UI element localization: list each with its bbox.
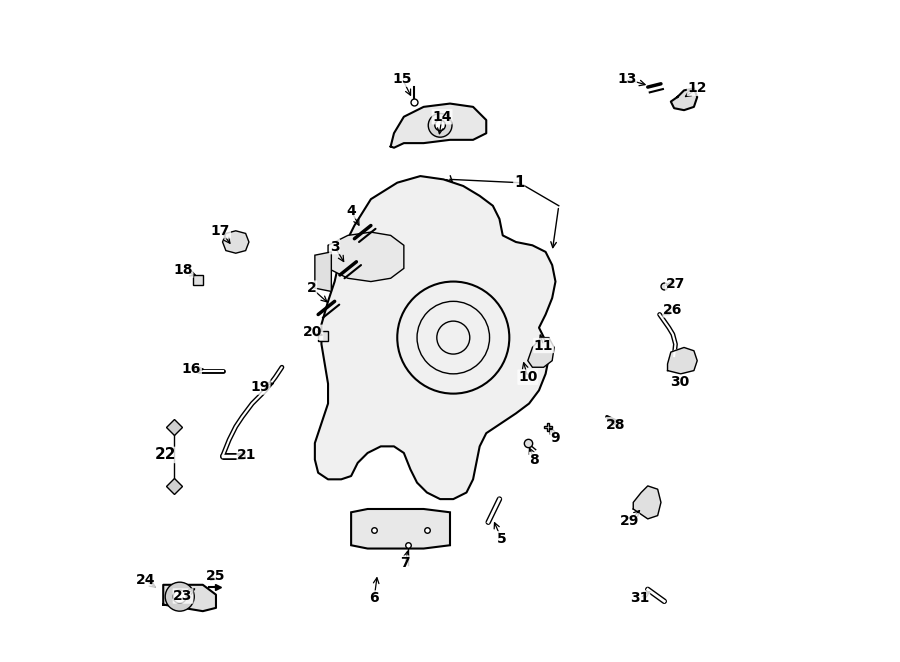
Text: 6: 6 xyxy=(369,591,379,605)
Text: 1: 1 xyxy=(514,175,525,190)
Circle shape xyxy=(166,582,194,611)
Text: 5: 5 xyxy=(497,532,507,545)
Text: 17: 17 xyxy=(211,224,230,238)
Text: 13: 13 xyxy=(617,72,636,86)
Text: 21: 21 xyxy=(238,448,256,462)
Text: 24: 24 xyxy=(136,573,155,587)
Text: 2: 2 xyxy=(307,281,317,295)
Text: 11: 11 xyxy=(534,338,554,352)
Text: 22: 22 xyxy=(155,448,176,463)
Text: 23: 23 xyxy=(174,589,193,603)
Text: 20: 20 xyxy=(303,325,322,340)
Polygon shape xyxy=(670,89,698,110)
Polygon shape xyxy=(634,486,661,519)
Text: 19: 19 xyxy=(250,380,270,394)
Text: 3: 3 xyxy=(329,240,339,254)
Polygon shape xyxy=(315,252,331,291)
Polygon shape xyxy=(163,585,216,611)
Text: 26: 26 xyxy=(663,303,682,317)
Text: 14: 14 xyxy=(432,110,452,124)
Polygon shape xyxy=(351,509,450,549)
Text: 7: 7 xyxy=(400,556,410,570)
Text: 30: 30 xyxy=(670,375,689,389)
Circle shape xyxy=(428,113,452,137)
Text: 29: 29 xyxy=(619,514,639,528)
Text: 28: 28 xyxy=(607,418,625,432)
Polygon shape xyxy=(328,232,404,281)
Text: 25: 25 xyxy=(206,569,226,583)
Text: 4: 4 xyxy=(346,204,356,218)
Circle shape xyxy=(435,120,446,130)
Polygon shape xyxy=(315,176,555,499)
Circle shape xyxy=(173,590,186,603)
Polygon shape xyxy=(391,103,486,148)
Text: 31: 31 xyxy=(630,591,650,605)
Text: 8: 8 xyxy=(529,453,539,467)
Text: 12: 12 xyxy=(688,81,707,95)
Text: 15: 15 xyxy=(392,72,412,86)
Text: 27: 27 xyxy=(666,277,685,291)
Polygon shape xyxy=(527,338,554,367)
Text: 16: 16 xyxy=(182,362,202,376)
Text: 10: 10 xyxy=(518,370,537,384)
Polygon shape xyxy=(222,231,249,253)
Text: 18: 18 xyxy=(174,263,193,277)
Polygon shape xyxy=(668,348,698,374)
Text: 9: 9 xyxy=(551,431,561,445)
